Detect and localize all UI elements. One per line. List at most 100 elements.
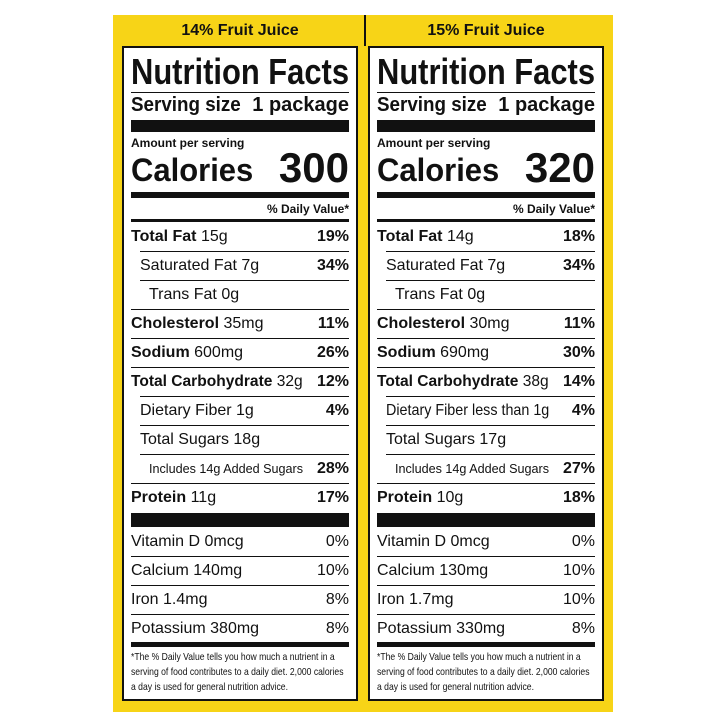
header-divider <box>364 15 366 46</box>
nutrient-row: Trans Fat 0g <box>131 280 349 309</box>
nutrient-row: Protein 10g 18% <box>377 483 595 512</box>
nutrient-label: Sodium <box>377 344 436 361</box>
nutrient-name: Sodium 690mg <box>377 338 489 367</box>
panel-header: 15% Fruit Juice <box>427 22 545 39</box>
daily-value: 18% <box>562 489 595 506</box>
daily-value-header: % Daily Value* <box>266 202 349 216</box>
rule <box>377 614 595 615</box>
rule <box>386 425 595 426</box>
nutrient-name: Dietary Fiber 1g <box>140 396 254 425</box>
vitamin-name: Vitamin D 0mcg <box>131 527 244 556</box>
nutrient-label: Saturated Fat <box>140 257 237 274</box>
daily-value: 11% <box>317 315 349 332</box>
vitamin-amount: 0mcg <box>204 533 244 550</box>
nutrient-amount: 11g <box>190 489 217 506</box>
rule <box>377 367 595 368</box>
vitamin-label: Iron <box>377 591 405 608</box>
nutrient-name: Dietary Fiber less than 1g <box>386 396 549 425</box>
nutrient-amount: 1g <box>236 402 254 419</box>
calories-value: 320 <box>524 144 595 191</box>
rule <box>140 425 349 426</box>
nutrient-name: Saturated Fat 7g <box>386 251 505 280</box>
nutrient-label: Trans Fat <box>395 286 463 303</box>
daily-value: 18% <box>562 228 595 245</box>
nutrient-label: Protein <box>377 489 433 506</box>
calories-label: Calories <box>377 152 500 188</box>
nutrient-amount: 7g <box>241 257 260 274</box>
nutrient-row: Total Fat 14g 18% <box>377 222 595 251</box>
nutrient-name: Total Fat 15g <box>131 222 228 251</box>
vitamin-amount: 380mg <box>210 620 260 637</box>
vitamin-label: Vitamin D <box>131 533 201 550</box>
nutrient-name: Total Carbohydrate 38g <box>377 367 549 396</box>
vitamin-name: Iron 1.4mg <box>131 585 208 614</box>
nutrient-row: Total Sugars 17g <box>377 425 595 454</box>
nutrient-amount: 14g <box>446 228 474 245</box>
rule <box>377 309 595 310</box>
nutrient-name: Saturated Fat 7g <box>140 251 259 280</box>
rule <box>377 556 595 557</box>
rule <box>377 338 595 339</box>
vitamin-row: Iron 1.4mg 8% <box>131 585 349 614</box>
daily-value: 27% <box>562 460 595 477</box>
rule <box>131 483 349 484</box>
thick-bar <box>131 513 349 527</box>
vitamin-name: Potassium 330mg <box>377 614 505 643</box>
daily-value: 19% <box>316 228 349 245</box>
vitamin-row: Potassium 330mg 8% <box>377 614 595 643</box>
nutrient-amount: 17g <box>479 431 507 448</box>
rule <box>131 556 349 557</box>
footnote: *The % Daily Value tells you how much a … <box>377 651 590 693</box>
nutrient-row: Trans Fat 0g <box>377 280 595 309</box>
daily-value: 30% <box>562 344 595 361</box>
rule <box>131 367 349 368</box>
vitamin-label: Iron <box>131 591 159 608</box>
nutrient-amount: 0g <box>467 286 486 303</box>
nutrient-row: Protein 11g 17% <box>131 483 349 512</box>
title: Nutrition Facts <box>377 51 596 92</box>
vitamin-amount: 1.7mg <box>409 591 454 608</box>
title: Nutrition Facts <box>131 51 350 92</box>
rule <box>377 585 595 586</box>
nutrient-amount: 32g <box>276 373 303 390</box>
vitamin-label: Potassium <box>377 620 452 637</box>
nutrient-label: Total Sugars <box>386 431 475 448</box>
nutrient-row: Total Fat 15g 19% <box>131 222 349 251</box>
nutrient-amount: 690mg <box>440 344 490 361</box>
vitamin-amount: 0mcg <box>450 533 490 550</box>
nutrient-label: Total Carbohydrate <box>377 373 519 390</box>
nutrient-row: Includes 14g Added Sugars 28% <box>131 454 349 483</box>
daily-value: 4% <box>571 402 595 419</box>
daily-value: 34% <box>316 257 349 274</box>
nutrient-name: Protein 10g <box>377 483 463 512</box>
nutrient-name: Includes 14g Added Sugars <box>395 454 549 483</box>
nutrient-name: Total Sugars 18g <box>140 425 260 454</box>
vitamin-amount: 130mg <box>439 562 489 579</box>
daily-value: 34% <box>562 257 595 274</box>
nutrient-row: Saturated Fat 7g 34% <box>131 251 349 280</box>
nutrient-row: Saturated Fat 7g 34% <box>377 251 595 280</box>
nutrient-row: Dietary Fiber less than 1g 4% <box>377 396 595 425</box>
nutrient-row: Dietary Fiber 1g 4% <box>131 396 349 425</box>
nutrient-amount: less than 1g <box>472 402 550 419</box>
serving-label: Serving size <box>377 94 487 116</box>
vitamin-row: Iron 1.7mg 10% <box>377 585 595 614</box>
rule <box>377 642 595 647</box>
rule <box>131 92 349 93</box>
serving-size: 1 package <box>498 94 595 116</box>
vitamin-name: Vitamin D 0mcg <box>377 527 490 556</box>
serving-label: Serving size <box>131 94 241 116</box>
nutrient-label: Total Fat <box>131 228 197 245</box>
nutrient-amount: 18g <box>233 431 261 448</box>
nutrient-row: Total Sugars 18g <box>131 425 349 454</box>
rule <box>140 454 349 455</box>
nutrient-row: Total Carbohydrate 32g 12% <box>131 367 349 396</box>
nutrient-amount: 10g <box>436 489 464 506</box>
nutrient-name: Sodium 600mg <box>131 338 243 367</box>
daily-value: 0% <box>571 533 595 550</box>
daily-value-header: % Daily Value* <box>512 202 595 216</box>
rule <box>386 454 595 455</box>
vitamin-name: Iron 1.7mg <box>377 585 454 614</box>
vitamin-row: Vitamin D 0mcg 0% <box>377 527 595 556</box>
